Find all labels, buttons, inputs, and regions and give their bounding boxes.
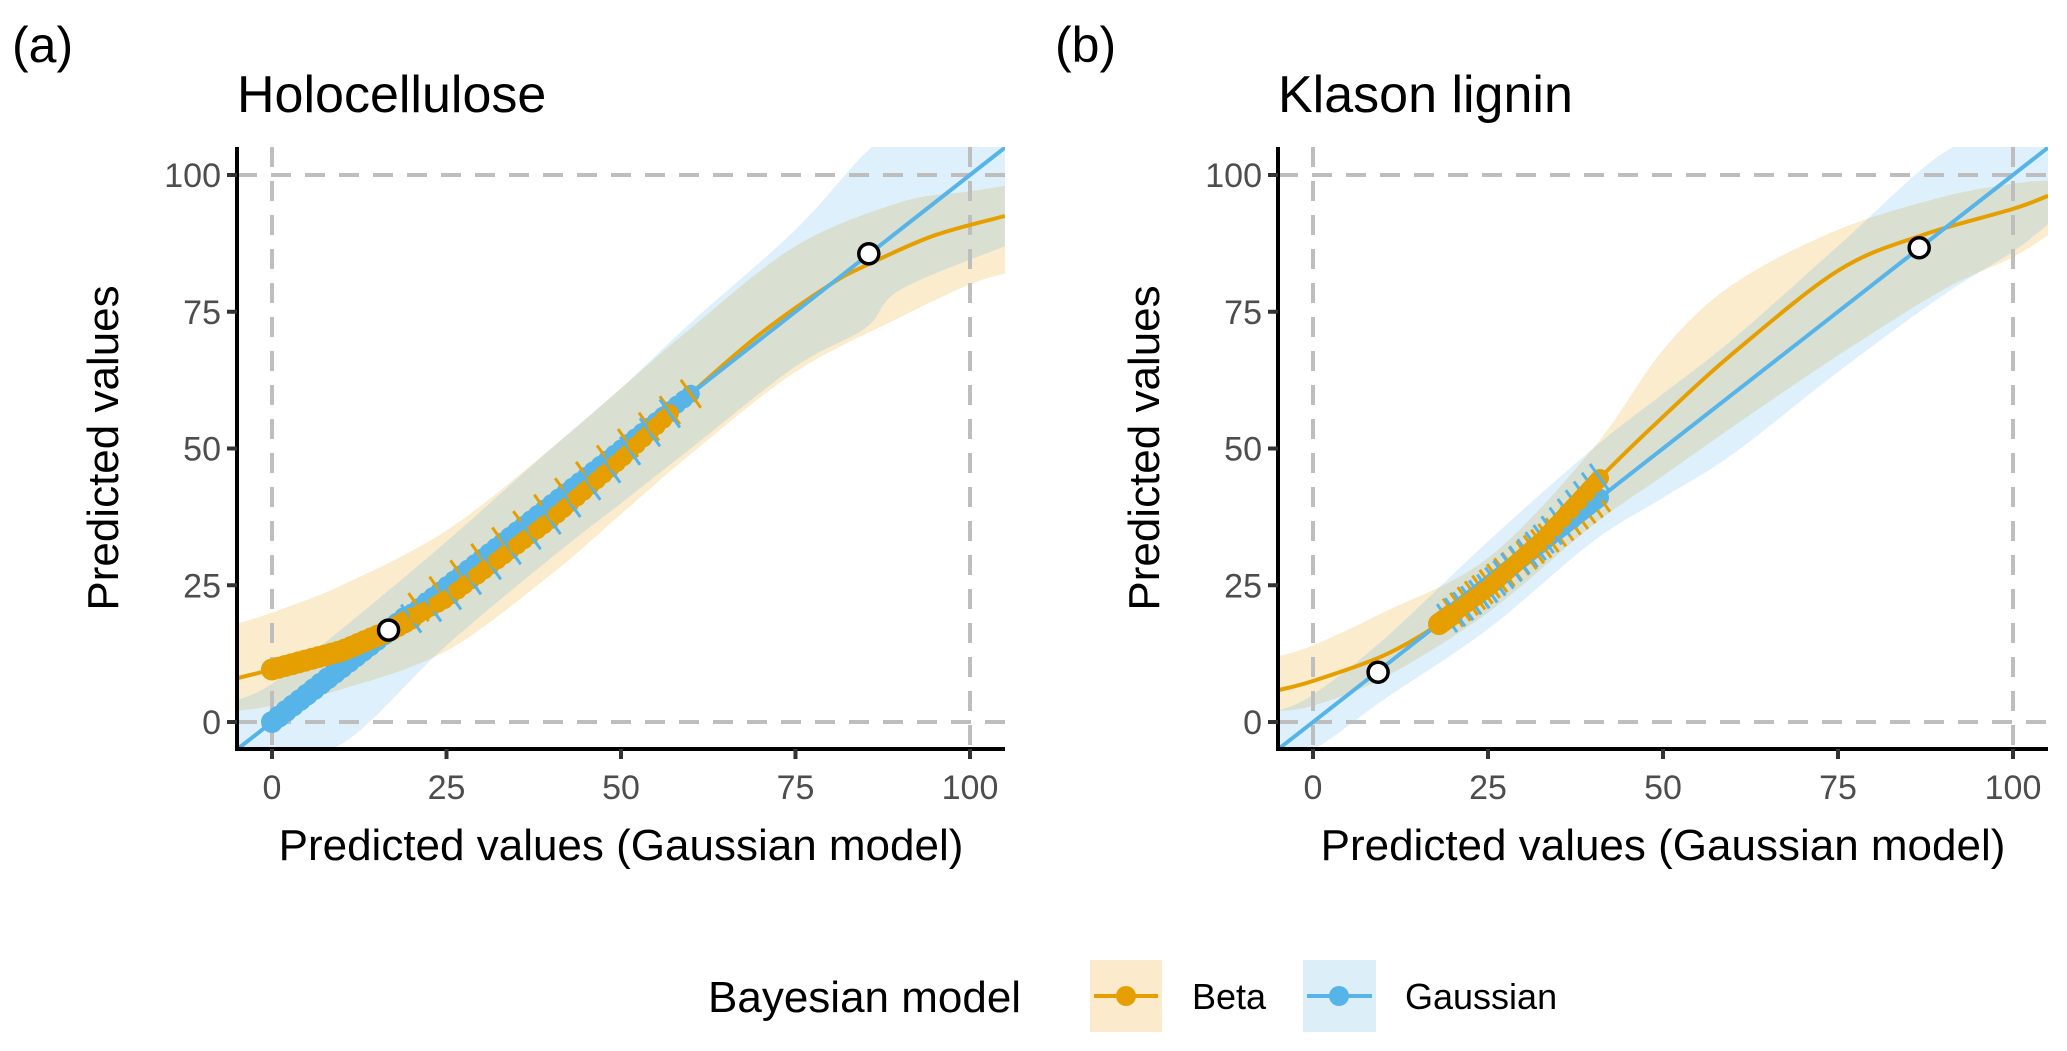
- x-axis-title: Predicted values (Gaussian model): [1321, 821, 2006, 870]
- x-tick-label: 75: [1819, 769, 1857, 807]
- error-bar: [679, 378, 703, 409]
- y-tick-label: 75: [1224, 294, 1262, 332]
- panel-holocellulose: (a) Holocellulose 0 25 50 75 100 0 25 50 75 100 P…: [12, 17, 1005, 870]
- y-tick-label: 75: [183, 294, 221, 332]
- highlighted-point: [1907, 236, 1931, 260]
- error-bar: [638, 417, 662, 448]
- legend-label-gaussian: Gaussian: [1405, 976, 1557, 1017]
- legend-item-beta[interactable]: Beta: [1090, 960, 1267, 1032]
- legend: Bayesian model Beta Gaussian: [708, 960, 1557, 1032]
- legend-title: Bayesian model: [708, 973, 1021, 1022]
- series-line-gaussian: [1278, 147, 2048, 749]
- y-tick-label: 25: [1224, 567, 1262, 605]
- point-cloud-beta: [261, 398, 682, 681]
- y-tick-label: 0: [202, 704, 221, 742]
- x-tick-label: 75: [777, 769, 815, 807]
- x-tick-label: 100: [942, 769, 999, 807]
- y-tick-label: 0: [1243, 704, 1262, 742]
- x-tick-label: 50: [602, 769, 640, 807]
- panel-klason-lignin: (b) Klason lignin 0 25 50 75 100 0 25 50 75 100 P…: [1055, 17, 2048, 870]
- panel-title: Klason lignin: [1278, 66, 1573, 124]
- y-tick-label: 100: [164, 157, 221, 195]
- panel-title: Holocellulose: [237, 66, 546, 124]
- panel-tag: (b): [1055, 17, 1116, 73]
- y-tick-label: 50: [1224, 431, 1262, 469]
- x-tick-label: 0: [1304, 769, 1323, 807]
- point-cloud-beta: [1428, 463, 1612, 636]
- point-cloud-gaussian: [261, 378, 703, 733]
- y-tick-label: 100: [1205, 157, 1262, 195]
- legend-key-gaussian-point: [1329, 986, 1349, 1006]
- highlighted-point: [857, 242, 881, 266]
- y-tick-label: 25: [183, 567, 221, 605]
- x-tick-label: 25: [1469, 769, 1507, 807]
- highlighted-point: [376, 618, 401, 642]
- x-tick-label: 50: [1644, 769, 1682, 807]
- y-axis-title: Predicted values: [79, 285, 128, 610]
- x-tick-label: 0: [263, 769, 282, 807]
- panel-tag: (a): [12, 17, 73, 73]
- legend-key-beta-point: [1116, 986, 1136, 1006]
- error-bar: [658, 398, 682, 429]
- legend-label-beta: Beta: [1192, 976, 1267, 1017]
- highlighted-point: [1366, 660, 1390, 684]
- credible-band-beta: [1278, 180, 2048, 712]
- error-bar: [1588, 463, 1612, 493]
- x-tick-label: 25: [428, 769, 466, 807]
- error-bar: [618, 436, 642, 466]
- y-axis-title: Predicted values: [1120, 285, 1169, 610]
- y-tick-label: 50: [183, 431, 221, 469]
- x-tick-label: 100: [1985, 769, 2042, 807]
- legend-item-gaussian[interactable]: Gaussian: [1303, 960, 1557, 1032]
- x-axis-title: Predicted values (Gaussian model): [279, 821, 964, 870]
- series-line-beta: [1278, 193, 2048, 693]
